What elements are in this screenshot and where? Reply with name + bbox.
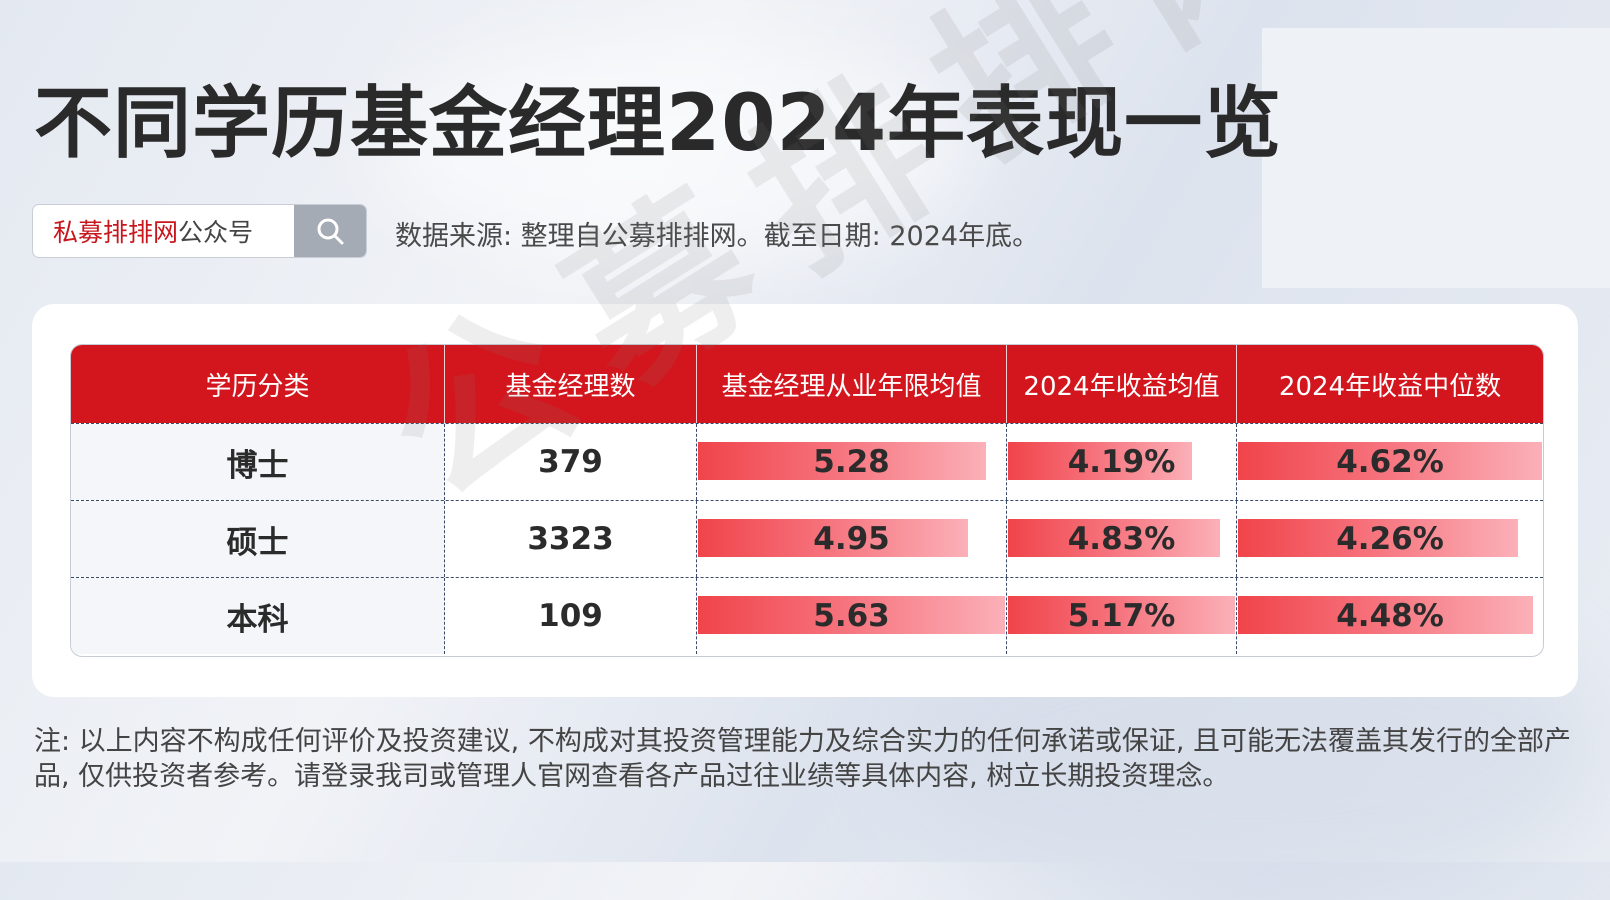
- years-value: 4.95: [813, 521, 890, 557]
- data-source-text: 数据来源: 整理自公募排排网。截至日期: 2024年底。: [395, 221, 1040, 252]
- performance-table: 学历分类 基金经理数 基金经理从业年限均值 2024年收益均值 2024年收益中…: [70, 344, 1544, 657]
- mean-bar: [1008, 596, 1235, 634]
- qr-code-placeholder: [1262, 28, 1610, 288]
- years-value: 5.28: [813, 444, 890, 480]
- table-row: 硕士 3323 4.95 4.83% 4.26%: [71, 500, 1543, 577]
- cell-count: 109: [445, 578, 697, 654]
- cell-education: 博士: [71, 424, 445, 500]
- table-header: 学历分类 基金经理数 基金经理从业年限均值 2024年收益均值 2024年收益中…: [71, 345, 1543, 423]
- table-row: 博士 379 5.28 4.19% 4.62%: [71, 423, 1543, 500]
- header-manager-count: 基金经理数: [445, 345, 697, 423]
- cell-education: 硕士: [71, 501, 445, 577]
- search-box[interactable]: 私募排排网公众号: [32, 204, 367, 258]
- cell-median: 4.62%: [1237, 424, 1543, 500]
- cell-mean: 4.83%: [1007, 501, 1237, 577]
- disclaimer-note: 注: 以上内容不构成任何评价及投资建议, 不构成对其投资管理能力及综合实力的任何…: [34, 726, 1572, 792]
- search-button[interactable]: [294, 205, 366, 257]
- median-value: 4.26%: [1336, 521, 1444, 557]
- page-title: 不同学历基金经理2024年表现一览: [34, 79, 1283, 169]
- cell-median: 4.26%: [1237, 501, 1543, 577]
- mean-bar: [1008, 519, 1220, 557]
- cell-count: 379: [445, 424, 697, 500]
- years-value: 5.63: [813, 598, 890, 634]
- median-bar: [1238, 519, 1518, 557]
- mean-value: 4.19%: [1067, 444, 1176, 480]
- cell-years: 4.95: [697, 501, 1007, 577]
- header-years-mean: 基金经理从业年限均值: [697, 345, 1007, 423]
- search-suffix: 公众号: [178, 218, 254, 247]
- median-value: 4.48%: [1336, 598, 1444, 634]
- search-icon: [317, 218, 344, 245]
- median-bar: [1238, 596, 1533, 634]
- search-brand: 私募排排网: [53, 218, 179, 247]
- header-return-median: 2024年收益中位数: [1278, 371, 1502, 402]
- mean-value: 5.17%: [1067, 598, 1176, 634]
- header-return-mean: 2024年收益均值: [1007, 345, 1237, 423]
- cell-count: 3323: [445, 501, 697, 577]
- years-bar: [698, 596, 1005, 634]
- mean-bar: [1008, 442, 1192, 480]
- cell-education: 本科: [71, 578, 445, 654]
- cell-years: 5.28: [697, 424, 1007, 500]
- cell-mean: 4.19%: [1007, 424, 1237, 500]
- median-value: 4.62%: [1336, 444, 1444, 480]
- mean-value: 4.83%: [1067, 521, 1176, 557]
- cell-median: 4.48%: [1237, 578, 1543, 654]
- cell-mean: 5.17%: [1007, 578, 1237, 654]
- years-bar: [698, 519, 968, 557]
- search-text: 私募排排网公众号: [33, 213, 294, 249]
- header-education: 学历分类: [71, 345, 445, 423]
- table-row: 本科 109 5.63 5.17% 4.48%: [71, 577, 1543, 654]
- years-bar: [698, 442, 986, 480]
- cell-years: 5.63: [697, 578, 1007, 654]
- median-bar: [1238, 442, 1542, 480]
